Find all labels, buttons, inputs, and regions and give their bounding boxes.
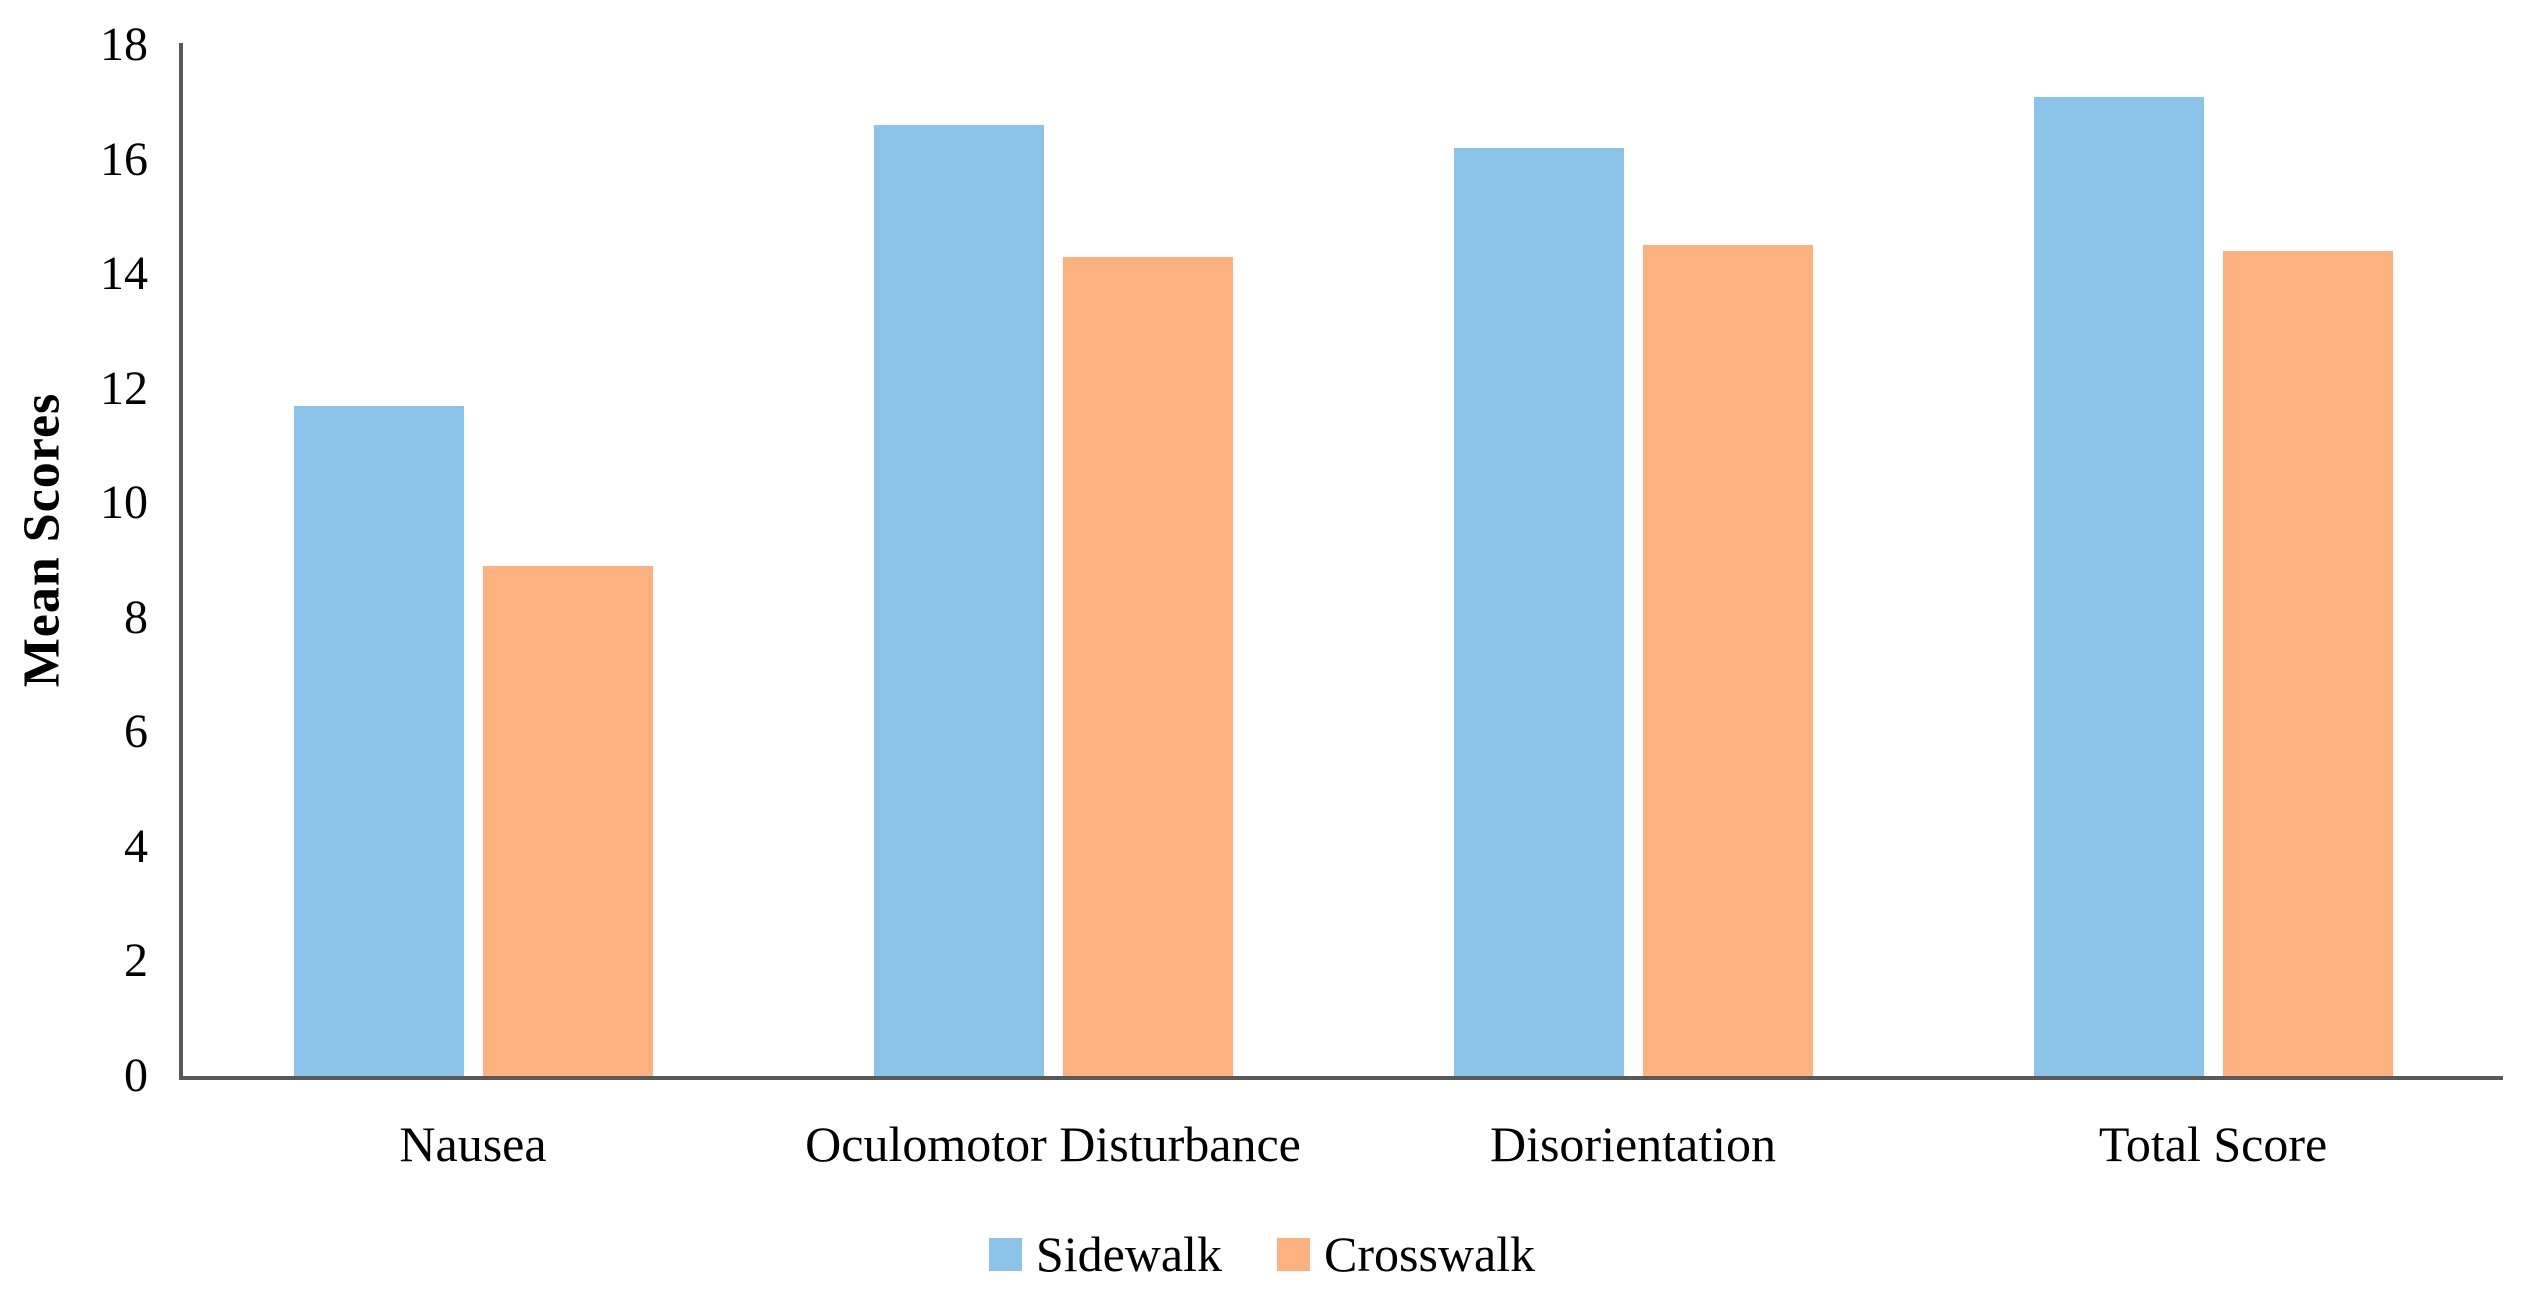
x-category-label-disorientation: Disorientation — [1489, 1116, 1777, 1172]
bar-sidewalk-nausea — [293, 405, 464, 1076]
y-tick-label: 2 — [124, 934, 148, 988]
x-category-label-oculomotor-disturbance: Oculomotor Disturbance — [805, 1116, 1301, 1172]
bar-crosswalk-total-score — [2222, 251, 2393, 1076]
chart-legend: Sidewalk Crosswalk — [0, 1226, 2524, 1282]
bar-crosswalk-oculomotor-disturbance — [1062, 256, 1233, 1076]
x-category-label-nausea: Nausea — [399, 1116, 547, 1172]
legend-swatch-sidewalk — [988, 1237, 1022, 1271]
y-tick-label: 18 — [100, 18, 148, 71]
bar-sidewalk-oculomotor-disturbance — [873, 125, 1044, 1076]
x-category-label-total-score: Total Score — [2098, 1116, 2328, 1172]
y-tick-label: 14 — [100, 247, 148, 301]
legend-label-sidewalk: Sidewalk — [1035, 1226, 1222, 1282]
bar-sidewalk-total-score — [2033, 96, 2204, 1076]
bar-crosswalk-disorientation — [1642, 245, 1813, 1076]
legend-label-crosswalk: Crosswalk — [1323, 1226, 1536, 1282]
y-tick-label: 0 — [124, 1049, 148, 1102]
legend-entry-crosswalk: Crosswalk — [1276, 1226, 1536, 1282]
y-tick-label: 12 — [100, 361, 148, 415]
y-tick-label: 10 — [100, 476, 148, 530]
x-axis-line — [179, 1076, 2503, 1080]
legend-swatch-crosswalk — [1276, 1237, 1310, 1271]
y-tick-label: 4 — [124, 819, 148, 873]
bar-crosswalk-nausea — [482, 566, 653, 1076]
y-tick-label: 16 — [100, 132, 148, 186]
y-tick-label: 6 — [124, 705, 148, 759]
y-axis-line — [179, 43, 183, 1080]
bar-sidewalk-disorientation — [1453, 148, 1624, 1076]
legend-entry-sidewalk: Sidewalk — [988, 1226, 1222, 1282]
y-tick-label: 8 — [124, 590, 148, 644]
